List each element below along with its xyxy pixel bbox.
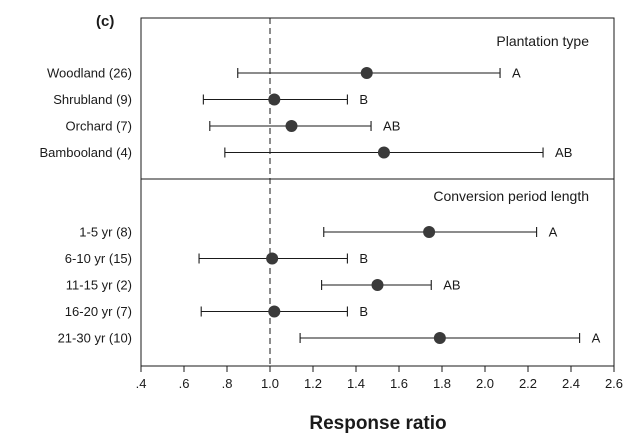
x-tick-label: 1.6	[390, 376, 408, 391]
x-tick-label: 1.0	[261, 376, 279, 391]
x-tick-label: 2.4	[562, 376, 580, 391]
row-label: Shrubland (9)	[53, 92, 132, 107]
mean-point	[268, 93, 281, 106]
mean-point	[285, 120, 298, 132]
row-label: Bambooland (4)	[40, 145, 133, 160]
mean-point	[360, 67, 373, 79]
x-tick-label: 1.4	[347, 376, 365, 391]
significance-letter: B	[359, 304, 368, 319]
mean-point	[266, 252, 279, 265]
row-label: Woodland (26)	[47, 66, 132, 81]
significance-letter: A	[512, 66, 521, 81]
significance-letter: A	[549, 225, 558, 240]
group-title: Conversion period length	[433, 188, 589, 204]
significance-letter: B	[359, 92, 368, 107]
data-rows: Plantation type Woodland (26) A Shrubland (…	[40, 33, 601, 346]
x-tick-label: 1.2	[304, 376, 322, 391]
plot-frame	[140, 17, 615, 367]
x-tick-label: 2.0	[476, 376, 494, 391]
significance-letter: AB	[383, 119, 400, 134]
mean-point	[377, 146, 390, 159]
x-axis-label: Response ratio	[309, 413, 446, 434]
group-title: Plantation type	[496, 33, 589, 49]
row-label: 6-10 yr (15)	[65, 251, 132, 266]
row-label: 21-30 yr (10)	[58, 331, 132, 346]
significance-letter: AB	[443, 278, 460, 293]
x-tick-label: 1.8	[433, 376, 451, 391]
row-label: Orchard (7)	[66, 119, 132, 134]
significance-letter: A	[592, 331, 601, 346]
panel-label: (c)	[96, 13, 114, 30]
x-tick-label: .4	[136, 376, 147, 391]
x-tick-label: 2.6	[605, 376, 623, 391]
mean-point	[423, 226, 436, 238]
x-tick-label: 2.2	[519, 376, 537, 391]
row-label: 16-20 yr (7)	[65, 304, 132, 319]
x-axis-ticks: .4 .6 .8 1.0 1.2 1.4 1.6 1.8 2.0 2.2 2.4 2.6	[136, 366, 623, 391]
mean-point	[371, 279, 384, 291]
significance-letter: B	[359, 251, 368, 266]
mean-point	[433, 332, 446, 344]
row-label: 11-15 yr (2)	[66, 278, 132, 293]
x-tick-label: .8	[222, 376, 233, 391]
significance-letter: AB	[555, 145, 572, 160]
x-tick-label: .6	[179, 376, 190, 391]
mean-point	[268, 305, 281, 318]
row-label: 1-5 yr (8)	[79, 225, 132, 240]
